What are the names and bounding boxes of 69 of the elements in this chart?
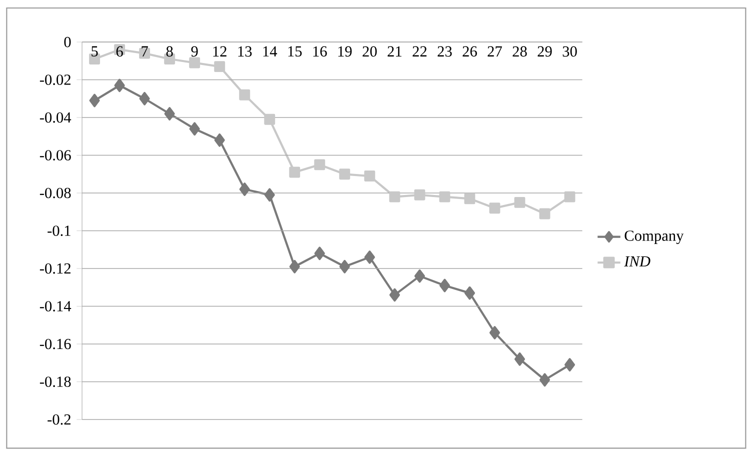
x-tick-label: 23 bbox=[438, 46, 452, 57]
point bbox=[539, 373, 550, 387]
point bbox=[414, 269, 425, 283]
point bbox=[439, 191, 450, 202]
x-tick-label: 12 bbox=[213, 46, 226, 57]
point bbox=[239, 89, 250, 100]
point bbox=[389, 191, 400, 202]
point bbox=[364, 170, 376, 182]
x-tick-label: 8 bbox=[166, 46, 173, 57]
x-tick-label: 13 bbox=[238, 46, 252, 57]
x-tick-label: 16 bbox=[313, 46, 327, 57]
y-tick-label: 0 bbox=[64, 36, 71, 48]
point bbox=[539, 208, 550, 220]
point bbox=[189, 122, 200, 136]
y-tick-label: -0.16 bbox=[40, 338, 71, 350]
point bbox=[339, 168, 350, 180]
x-tick-label: 6 bbox=[116, 46, 123, 57]
x-tick-label: 5 bbox=[92, 46, 98, 57]
point bbox=[389, 288, 400, 302]
point bbox=[489, 202, 500, 214]
y-tick-label: -0.08 bbox=[40, 188, 71, 198]
legend-label: Company bbox=[624, 230, 684, 244]
point bbox=[464, 193, 476, 204]
y-tick-label: -0.06 bbox=[40, 150, 71, 161]
point bbox=[289, 166, 300, 178]
point bbox=[239, 182, 250, 196]
x-tick-label: 7 bbox=[142, 46, 148, 56]
legend-label: IND bbox=[624, 256, 650, 266]
point bbox=[314, 159, 326, 170]
point bbox=[289, 260, 300, 274]
x-tick-label: 15 bbox=[288, 46, 302, 57]
y-tick-label: -0.02 bbox=[40, 74, 70, 86]
point bbox=[364, 250, 375, 264]
point bbox=[139, 92, 150, 106]
x-tick-label: 20 bbox=[362, 46, 377, 57]
point bbox=[264, 114, 276, 125]
y-tick-label: -0.18 bbox=[40, 376, 71, 388]
y-tick-label: -0.1 bbox=[48, 226, 70, 236]
point bbox=[564, 191, 576, 202]
y-tick-label: -0.12 bbox=[40, 263, 70, 274]
point bbox=[464, 286, 475, 300]
point bbox=[489, 326, 500, 340]
x-tick-label: 30 bbox=[562, 46, 577, 57]
point bbox=[214, 134, 225, 147]
point bbox=[189, 57, 200, 68]
point bbox=[164, 107, 175, 120]
point bbox=[89, 94, 100, 108]
x-tick-label: 22 bbox=[412, 46, 427, 57]
point bbox=[264, 188, 275, 202]
point bbox=[564, 358, 576, 372]
x-tick-label: 27 bbox=[488, 46, 502, 57]
point bbox=[214, 61, 226, 72]
x-tick-label: 21 bbox=[388, 46, 402, 57]
point bbox=[114, 78, 125, 92]
y-tick-label: -0.2 bbox=[48, 414, 70, 425]
point bbox=[339, 260, 350, 274]
point bbox=[314, 246, 325, 260]
y-tick-label: -0.14 bbox=[40, 301, 72, 312]
x-tick-label: 29 bbox=[538, 46, 552, 57]
point bbox=[514, 352, 526, 366]
point bbox=[514, 197, 526, 208]
point bbox=[439, 278, 450, 292]
x-tick-label: 9 bbox=[191, 46, 198, 57]
x-tick-label: 19 bbox=[338, 46, 352, 57]
x-tick-label: 26 bbox=[462, 46, 477, 57]
point bbox=[414, 189, 426, 200]
y-tick-label: -0.04 bbox=[40, 112, 72, 123]
x-tick-label: 28 bbox=[512, 46, 527, 57]
x-tick-label: 14 bbox=[263, 46, 278, 56]
